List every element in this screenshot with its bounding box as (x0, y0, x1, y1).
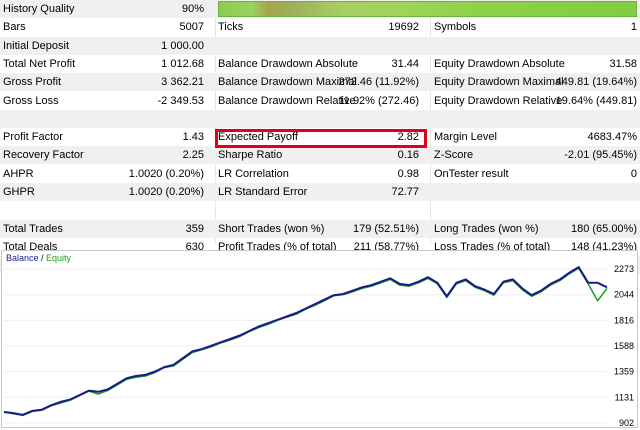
metric-value: 31.44 (391, 57, 419, 70)
metric-label: Total Deals (3, 240, 58, 253)
y-tick-label: 2273 (614, 264, 634, 274)
metric-label: Balance Drawdown Maximal (218, 76, 357, 89)
metric-label: LR Correlation (218, 167, 289, 180)
metric-label: Sharpe Ratio (218, 149, 283, 162)
metric-value: -2.01 (95.45%) (564, 149, 637, 162)
metric-label: Profit Trades (% of total) (218, 240, 337, 253)
metric-value: 272.46 (11.92%) (338, 76, 419, 89)
metric-label: Loss Trades (% of total) (434, 240, 551, 253)
metric-label: Long Trades (won %) (434, 222, 539, 235)
metric-label: Z-Score (434, 149, 474, 162)
y-tick-label: 2044 (614, 290, 634, 300)
metric-value: 3 362.21 (161, 76, 204, 89)
metric-label: Equity Drawdown Maximal (434, 76, 564, 89)
metric-value: 19692 (388, 21, 419, 34)
metric-label: Margin Level (434, 131, 497, 144)
metric-label: Short Trades (won %) (218, 222, 325, 235)
metric-value: 90% (181, 3, 204, 15)
metric-value: 72.77 (391, 186, 419, 198)
metric-value: 0.98 (397, 167, 419, 180)
metric-label: Gross Loss (3, 94, 59, 107)
metric-label: Equity Drawdown Absolute (434, 57, 565, 70)
metric-label: Balance Drawdown Relative (218, 94, 356, 107)
report-row: Total Net Profit 1 012.68 Balance Drawdown… (0, 55, 640, 73)
metric-label: Expected Payoff (218, 131, 298, 144)
report-row: Recovery Factor 2.25 Sharpe Ratio 0.16 Z-Sco… (0, 146, 640, 165)
report-row: Total Deals 630 Profit Trades (% of total)… (0, 238, 640, 256)
metric-label: Initial Deposit (3, 39, 70, 52)
metric-value: 0 (630, 167, 637, 180)
report-table: History Quality 90% Bars 5007 Ticks 19692 Symb… (0, 0, 640, 275)
report-row: AHPR 1.0020 (0.20%) LR Correlation 0.98 OnTe… (0, 165, 640, 183)
y-tick-label: 1359 (614, 367, 634, 377)
equity-line (3, 267, 608, 417)
metric-value: 19.64% (449.81) (555, 94, 637, 107)
report-row (0, 109, 640, 128)
report-row: History Quality 90% (0, 0, 640, 18)
metric-value: 179 (52.51%) (352, 222, 419, 235)
report-row: Total Trades 359 Short Trades (won %) 179 (… (0, 219, 640, 238)
metric-value: 0.16 (397, 149, 419, 162)
metric-label: OnTester result (434, 167, 509, 180)
metric-value: 4683.47% (587, 131, 637, 144)
metric-value: 11.92% (272.46) (338, 94, 419, 107)
metric-label: Profit Factor (3, 131, 63, 144)
metric-value: 180 (65.00%) (570, 222, 637, 235)
metric-label: Total Net Profit (3, 57, 76, 70)
metric-label: AHPR (3, 167, 34, 180)
report-row: GHPR 1.0020 (0.20%) LR Standard Error 72.77 (0, 183, 640, 201)
y-tick-label: 1816 (614, 315, 634, 325)
balance-line (3, 266, 608, 416)
metric-value: 2.82 (397, 131, 419, 144)
metric-value: 449.81 (19.64%) (555, 76, 637, 89)
metric-value: 1.43 (182, 131, 204, 144)
metric-label: Equity Drawdown Relative (434, 94, 563, 107)
report-row: Bars 5007 Ticks 19692 Symbols 1 (0, 18, 640, 36)
metric-value: 5007 (179, 21, 204, 34)
metric-label: Symbols (434, 21, 477, 34)
metric-value: 2.25 (182, 149, 204, 162)
report-row: Initial Deposit 1 000.00 (0, 36, 640, 55)
metric-label: Bars (3, 21, 26, 34)
chart-legend: Balance / Equity (6, 253, 71, 263)
y-tick-label: 1588 (614, 341, 634, 351)
metric-label: Total Trades (3, 222, 63, 235)
balance-equity-chart: Balance / Equity 2273 2044 1816 1588 1359 113… (1, 250, 638, 428)
chart-canvas: 2273 2044 1816 1588 1359 1131 902 (3, 264, 634, 427)
metric-value: -2 349.53 (157, 94, 204, 107)
sharpe-ratio-highlight (215, 129, 427, 148)
history-quality-bar (218, 1, 637, 17)
metric-value: 359 (185, 222, 204, 235)
metric-label: GHPR (3, 186, 35, 198)
legend-balance: Balance (6, 253, 39, 263)
metric-label: Gross Profit (3, 76, 62, 89)
metric-label: Balance Drawdown Absolute (218, 57, 358, 70)
metric-label: Ticks (218, 21, 244, 34)
metric-label: History Quality (3, 3, 75, 15)
report-row: Gross Loss -2 349.53 Balance Drawdown Rela… (0, 92, 640, 110)
metric-value: 31.58 (609, 57, 637, 70)
metric-label: Recovery Factor (3, 149, 84, 162)
metric-label: LR Standard Error (218, 186, 308, 198)
report-row: Profit Factor 1.43 Expected Payoff 2.82 Marg… (0, 128, 640, 146)
metric-value: 148 (41.23%) (570, 240, 637, 253)
metric-value: 630 (185, 240, 204, 253)
metric-value: 1 (630, 21, 637, 34)
legend-equity: Equity (46, 253, 72, 263)
y-tick-label: 1131 (615, 392, 634, 402)
y-tick-label: 902 (619, 418, 634, 427)
report-row: Gross Profit 3 362.21 Balance Drawdown Max… (0, 73, 640, 92)
legend-separator: / (38, 253, 47, 263)
report-row (0, 201, 640, 219)
metric-value: 1 012.68 (161, 57, 204, 70)
metric-value: 1.0020 (0.20%) (128, 167, 204, 180)
metric-value: 1.0020 (0.20%) (128, 186, 204, 198)
metric-value: 211 (58.77%) (353, 240, 419, 253)
metric-value: 1 000.00 (161, 39, 204, 52)
